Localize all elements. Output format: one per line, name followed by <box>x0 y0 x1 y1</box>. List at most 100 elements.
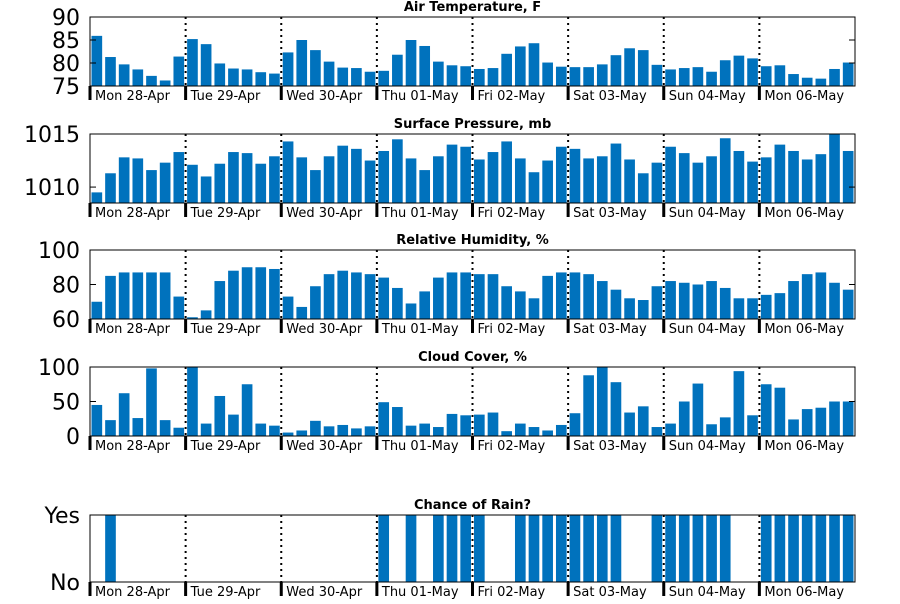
data-bar <box>706 71 717 86</box>
x-tick-label: Sat 03-May <box>573 439 647 454</box>
data-bar <box>528 515 540 582</box>
data-bar <box>378 150 390 203</box>
y-tick-label: 80 <box>52 274 80 299</box>
data-bar <box>255 423 267 436</box>
data-bar <box>159 80 171 86</box>
data-bar <box>310 286 321 319</box>
data-bar <box>282 432 294 436</box>
data-bar <box>392 54 403 86</box>
data-bar <box>460 146 471 203</box>
y-tick-label: 75 <box>52 75 80 100</box>
data-bar <box>542 275 553 320</box>
data-bar <box>801 159 813 203</box>
data-bar <box>514 46 526 86</box>
x-tick-label: Thu 01-May <box>381 322 459 337</box>
x-tick-label: Mon 06-May <box>764 322 844 337</box>
data-bar <box>433 277 444 319</box>
data-bar <box>528 298 540 319</box>
data-bar <box>378 402 390 436</box>
x-tick-label: Sat 03-May <box>573 89 647 104</box>
data-bar <box>419 45 431 86</box>
data-bar <box>801 77 813 86</box>
data-bar <box>405 158 417 203</box>
data-bar <box>446 515 458 582</box>
x-tick-label: Fri 02-May <box>478 89 546 104</box>
data-bar <box>378 515 390 582</box>
data-bar <box>596 156 608 203</box>
data-bar <box>569 272 581 319</box>
data-bar <box>733 55 745 86</box>
data-bar <box>829 134 840 203</box>
data-bar <box>214 281 226 319</box>
x-tick-label: Fri 02-May <box>478 585 546 600</box>
data-bar <box>760 66 772 86</box>
data-bar <box>747 58 758 86</box>
data-bar <box>583 375 594 436</box>
data-bar <box>760 384 772 436</box>
data-bar <box>282 296 294 319</box>
data-bar <box>200 310 212 320</box>
data-bar <box>610 143 622 203</box>
x-tick-label: Sun 04-May <box>669 439 746 454</box>
data-bar <box>487 412 499 436</box>
data-bar <box>378 277 390 319</box>
data-bar <box>596 367 608 436</box>
data-bar <box>815 272 827 319</box>
data-bar <box>337 424 349 436</box>
data-bar <box>378 70 390 86</box>
data-bar <box>173 56 185 86</box>
data-bar <box>460 66 471 86</box>
data-bar <box>146 272 157 319</box>
data-bar <box>842 289 854 319</box>
data-bar <box>255 163 267 203</box>
x-tick-label: Mon 06-May <box>764 585 844 600</box>
x-tick-label: Wed 30-Apr <box>286 89 363 104</box>
data-bar <box>118 272 130 319</box>
data-bar <box>678 282 690 319</box>
x-tick-label: Wed 30-Apr <box>286 439 363 454</box>
data-bar <box>624 48 635 86</box>
data-bar <box>788 515 799 582</box>
data-bar <box>719 287 731 319</box>
data-bar <box>719 417 731 436</box>
data-bar <box>460 272 471 319</box>
data-bar <box>774 65 786 86</box>
x-tick-label: Thu 01-May <box>381 585 459 600</box>
data-bar <box>774 515 786 582</box>
data-bar <box>310 420 321 436</box>
x-tick-label: Thu 01-May <box>381 89 459 104</box>
x-tick-label: Fri 02-May <box>478 206 546 221</box>
data-bar <box>719 515 731 582</box>
data-bar <box>747 415 758 436</box>
data-bar <box>146 368 157 436</box>
data-bar <box>514 158 526 203</box>
data-bar <box>665 146 676 203</box>
data-bar <box>364 160 376 203</box>
data-bar <box>433 427 444 436</box>
data-bar <box>637 173 649 203</box>
x-tick-label: Sat 03-May <box>573 206 647 221</box>
x-tick-label: Tue 29-Apr <box>190 322 261 337</box>
data-bar <box>159 272 171 319</box>
data-bar <box>555 424 567 436</box>
data-bar <box>829 401 840 436</box>
data-bar <box>474 414 485 436</box>
data-bar <box>446 65 458 86</box>
data-bar <box>555 66 567 86</box>
chart-title: Surface Pressure, mb <box>394 117 552 132</box>
data-bar <box>719 60 731 86</box>
data-bar <box>392 287 403 319</box>
x-tick-label: Thu 01-May <box>381 439 459 454</box>
data-bar <box>788 150 799 203</box>
x-tick-label: Sat 03-May <box>573 322 647 337</box>
data-bar <box>474 515 485 582</box>
data-bar <box>241 153 253 203</box>
data-bar <box>296 306 308 319</box>
data-bar <box>446 413 458 436</box>
data-bar <box>829 68 840 86</box>
data-bar <box>91 301 103 319</box>
x-tick-label: Mon 28-Apr <box>95 585 171 600</box>
data-bar <box>351 272 362 319</box>
data-bar <box>788 281 799 319</box>
